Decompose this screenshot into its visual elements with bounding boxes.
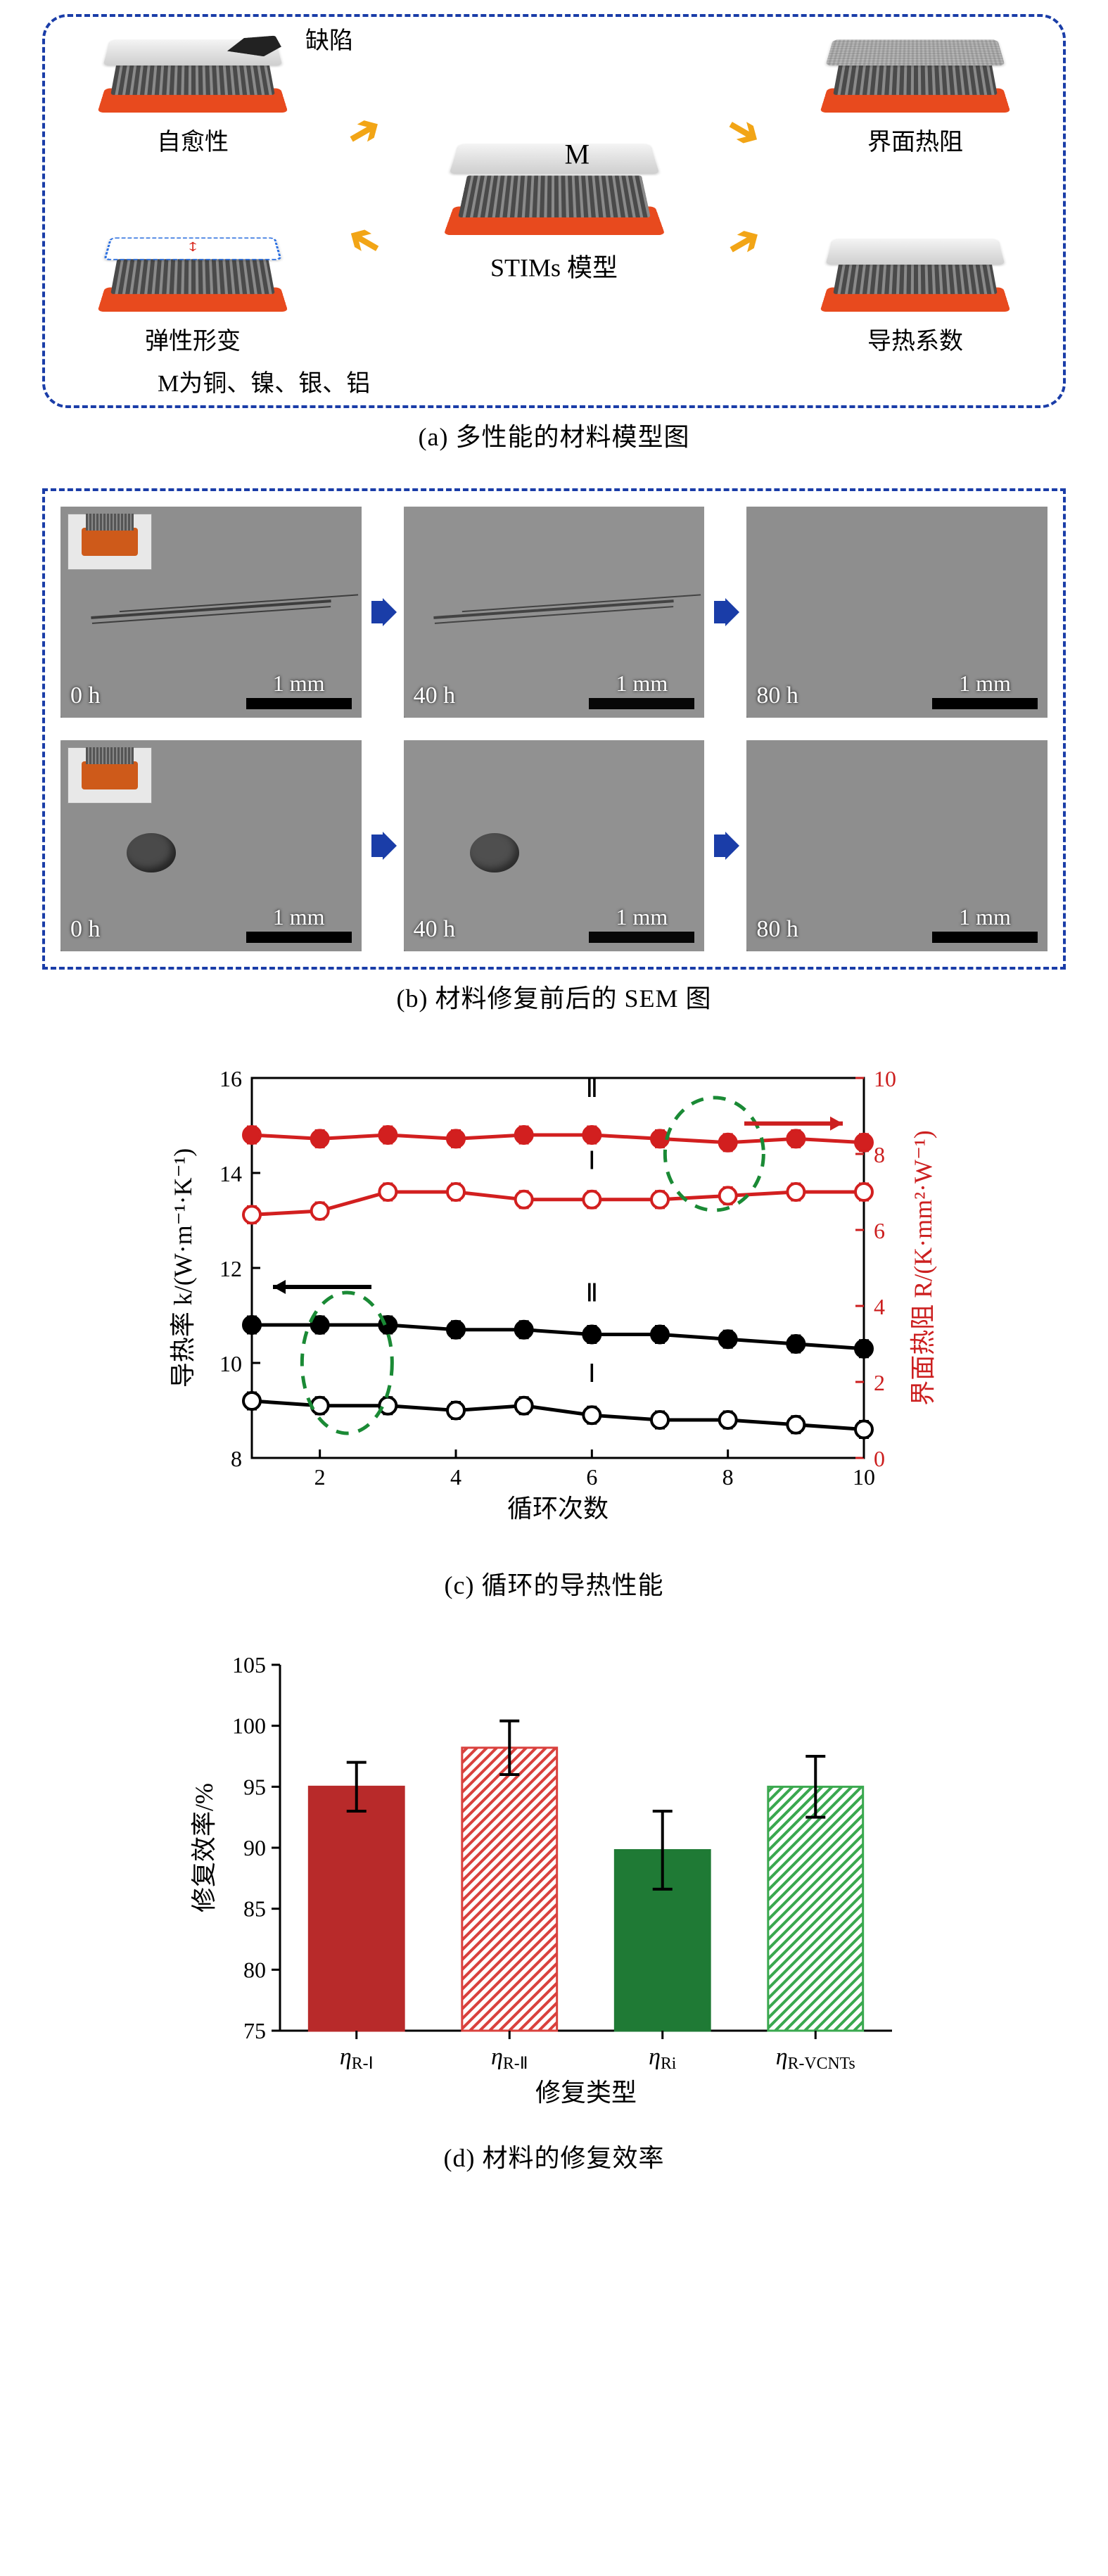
svg-text:10: 10 (219, 1351, 242, 1376)
sem-time-label: 80 h (756, 916, 798, 943)
svg-text:6: 6 (874, 1218, 885, 1243)
interface-resistance-label: 界面热阻 (796, 122, 1035, 157)
scale-bar: 1 mm (246, 671, 352, 709)
model-elastic-deformation: ↕ 弹性形变 (73, 229, 312, 356)
elastic-label: 弹性形变 (73, 322, 312, 356)
panel-b-caption: (b) 材料修复前后的 SEM 图 (42, 978, 1066, 1015)
svg-text:4: 4 (450, 1464, 461, 1490)
svg-text:10: 10 (853, 1464, 875, 1490)
svg-text:修复效率/%: 修复效率/% (190, 1783, 218, 1912)
svg-text:14: 14 (219, 1161, 242, 1186)
scale-bar: 1 mm (589, 671, 694, 709)
svg-text:Ⅰ: Ⅰ (588, 1359, 596, 1388)
sem-inset-icon (68, 514, 152, 570)
svg-text:6: 6 (586, 1464, 597, 1490)
sem-inset-icon (68, 747, 152, 804)
svg-text:2: 2 (314, 1464, 325, 1490)
svg-text:8: 8 (722, 1464, 733, 1490)
sem-time-label: 80 h (756, 683, 798, 709)
sem-time-label: 40 h (414, 916, 456, 943)
panel-a-box: 缺陷 自愈性 界面热阻 ↕ 弹性形变 (42, 14, 1066, 408)
arrow-icon: ➔ (338, 103, 390, 160)
svg-text:Ⅱ: Ⅱ (585, 1074, 598, 1103)
scale-bar: 1 mm (932, 904, 1038, 943)
svg-text:ηR-Ⅱ: ηR-Ⅱ (491, 2044, 528, 2073)
svg-text:85: 85 (243, 1896, 266, 1922)
chart-d: 75 80 85 90 95 100 105 修复效率/% 修复类型 ηR-Ⅰ ηR-Ⅱ ηRi ηR-… (174, 1637, 934, 2129)
svg-text:循环次数: 循环次数 (507, 1495, 608, 1523)
svg-text:Ⅰ: Ⅰ (588, 1147, 596, 1175)
svg-text:导热率 k/(W·m⁻¹·K⁻¹): 导热率 k/(W·m⁻¹·K⁻¹) (169, 1148, 197, 1388)
svg-text:ηR-Ⅰ: ηR-Ⅰ (339, 2044, 373, 2073)
defect-label: 缺陷 (305, 21, 353, 56)
svg-text:ηR-VCNTs: ηR-VCNTs (775, 2044, 855, 2073)
svg-text:2: 2 (874, 1370, 885, 1395)
sem-image: 40 h 1 mm (404, 507, 705, 718)
sem-time-label: 0 h (70, 916, 101, 943)
panel-a: 缺陷 自愈性 界面热阻 ↕ 弹性形变 (42, 14, 1066, 453)
sem-image: 80 h 1 mm (746, 740, 1047, 951)
svg-text:8: 8 (874, 1142, 885, 1167)
sem-image: 40 h 1 mm (404, 740, 705, 951)
svg-text:Ⅱ: Ⅱ (585, 1279, 598, 1307)
panel-c: 8 10 12 14 16 0 2 4 6 8 10 2 4 6 8 10 循环次数 导热率 k/(W·m⁻¹·K… (42, 1050, 1066, 1601)
arrow-icon (362, 507, 404, 718)
self-healing-label: 自愈性 (73, 122, 312, 157)
model-interface-resistance: 界面热阻 (796, 30, 1035, 157)
svg-text:8: 8 (231, 1446, 242, 1471)
svg-text:16: 16 (219, 1066, 242, 1091)
center-label: STIMs 模型 (449, 248, 660, 284)
sem-time-label: 0 h (70, 683, 101, 709)
model-center: M STIMs 模型 (449, 132, 660, 284)
arrow-icon (362, 740, 404, 951)
sem-image: 80 h 1 mm (746, 507, 1047, 718)
arrow-icon (704, 740, 746, 951)
scale-bar: 1 mm (246, 904, 352, 943)
svg-text:ηRi: ηRi (649, 2044, 677, 2073)
svg-text:90: 90 (243, 1835, 266, 1860)
panel-d-caption: (d) 材料的修复效率 (42, 2138, 1066, 2174)
model-self-healing: 自愈性 (73, 30, 312, 157)
svg-text:80: 80 (243, 1957, 266, 1982)
svg-text:0: 0 (874, 1446, 885, 1471)
svg-text:100: 100 (232, 1713, 266, 1739)
arrow-icon (704, 507, 746, 718)
svg-text:75: 75 (243, 2018, 266, 2043)
panel-c-caption: (c) 循环的导热性能 (42, 1565, 1066, 1601)
svg-text:12: 12 (219, 1256, 242, 1281)
scale-bar: 1 mm (932, 671, 1038, 709)
sem-image: 0 h 1 mm (61, 507, 362, 718)
svg-text:95: 95 (243, 1774, 266, 1799)
svg-text:修复类型: 修复类型 (535, 2079, 636, 2107)
model-thermal-conductivity: 导热系数 (796, 229, 1035, 356)
center-M-label: M (565, 138, 590, 171)
panel-a-caption: (a) 多性能的材料模型图 (42, 417, 1066, 453)
panel-d: 75 80 85 90 95 100 105 修复效率/% 修复类型 ηR-Ⅰ ηR-Ⅱ ηRi ηR-… (42, 1637, 1066, 2174)
sem-image: 0 h 1 mm (61, 740, 362, 951)
svg-text:4: 4 (874, 1294, 885, 1319)
scale-bar: 1 mm (589, 904, 694, 943)
sem-time-label: 40 h (414, 683, 456, 709)
arrow-icon: ➔ (718, 214, 770, 270)
svg-text:10: 10 (874, 1066, 896, 1091)
arrow-icon: ➔ (338, 214, 390, 270)
arrow-icon: ➔ (718, 103, 770, 160)
svg-text:105: 105 (232, 1652, 266, 1677)
material-note: M为铜、镍、银、铝 (158, 364, 370, 398)
sem-grid: 0 h 1 mm 40 h 1 mm 80 h 1 mm 0 h 1 mm 40… (42, 488, 1066, 970)
svg-text:界面热阻 R/(K·mm²·W⁻¹): 界面热阻 R/(K·mm²·W⁻¹) (909, 1130, 937, 1406)
conductivity-label: 导热系数 (796, 322, 1035, 356)
chart-c: 8 10 12 14 16 0 2 4 6 8 10 2 4 6 8 10 循环次数 导热率 k/(W·m⁻¹·K… (160, 1050, 948, 1556)
panel-b: 0 h 1 mm 40 h 1 mm 80 h 1 mm 0 h 1 mm 40… (42, 488, 1066, 1015)
